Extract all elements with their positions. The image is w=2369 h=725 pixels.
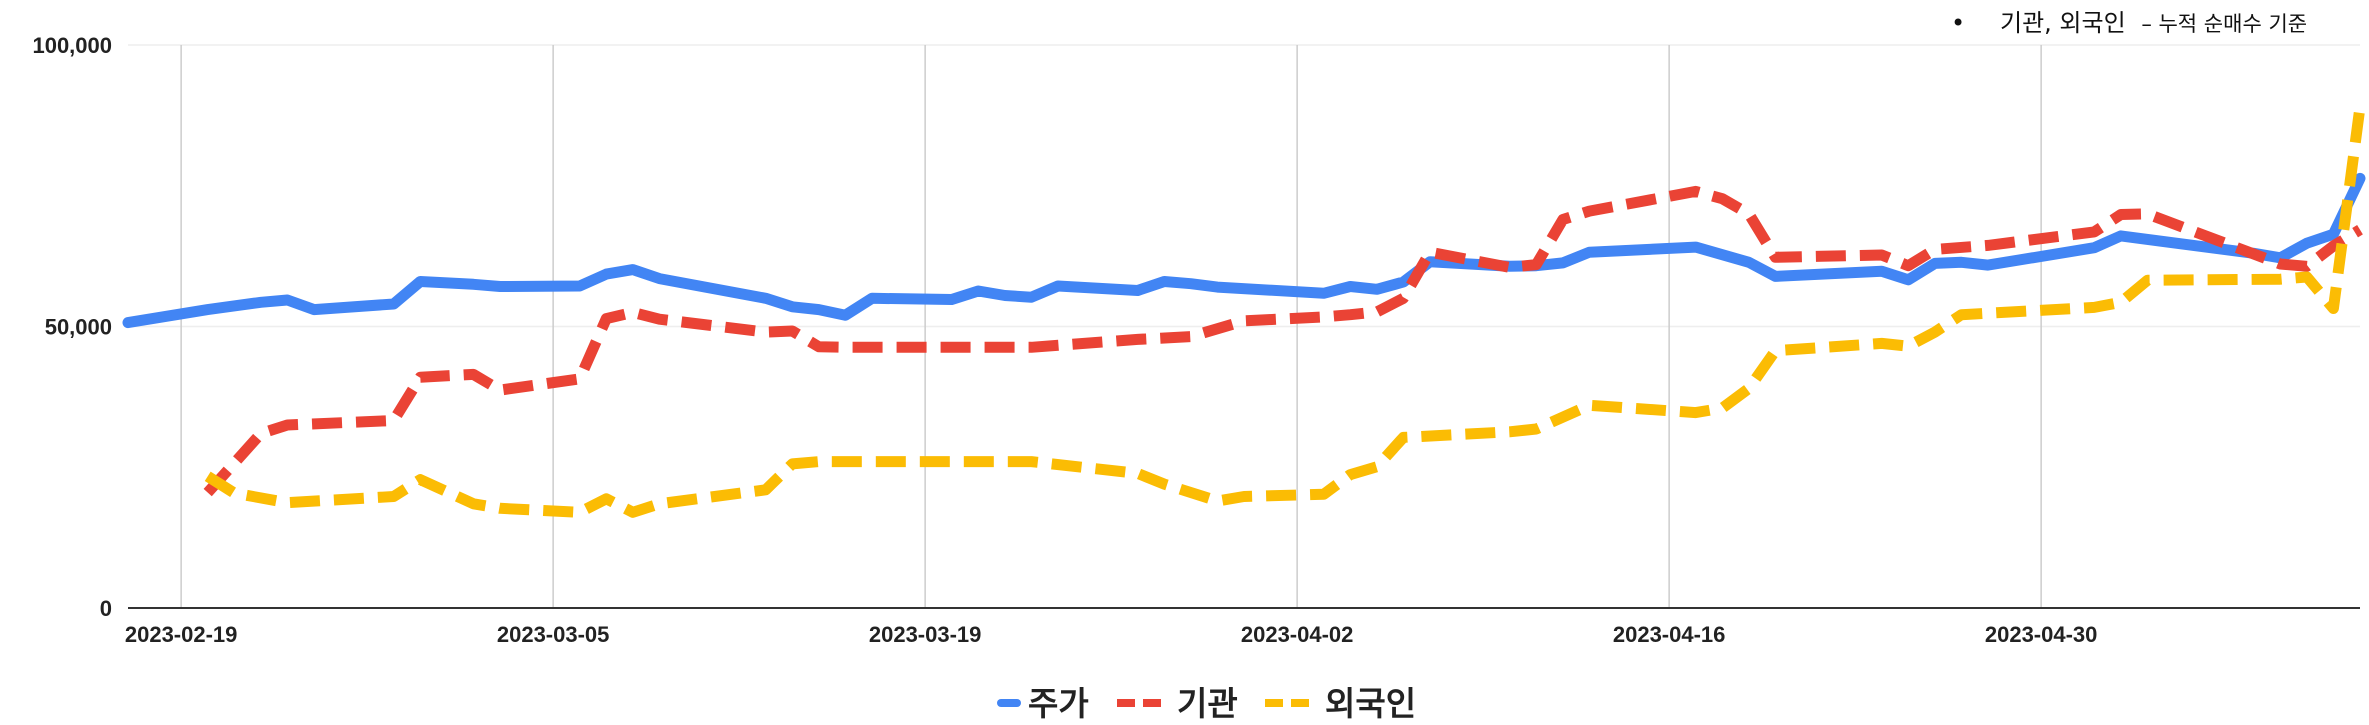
grid [128,44,2360,608]
x-tick-label: 2023-03-19 [869,622,982,647]
series-lines [122,106,2366,518]
series-line-3 [204,106,2366,518]
annotation: • 기관, 외국인 – 누적 순매수 기준 [1951,9,2307,37]
annotation-bullet: • [1951,9,1965,37]
axes: 0 50,000 100,000 2023-02-19 2023-03-05 2023-0… [32,33,2360,647]
legend-label: 외국인 [1325,684,1416,723]
legend-label: 주가 [1028,684,1089,723]
series-line-1 [122,172,2366,329]
y-tick-label: 100,000 [32,33,112,58]
x-tick-label: 2023-04-16 [1613,622,1726,647]
legend: 주가 기관 외국인 [997,684,1416,723]
series-line-2 [203,185,2363,497]
y-tick-label: 50,000 [45,315,112,340]
x-tick-label: 2023-03-05 [497,622,610,647]
x-tick-label: 2023-04-30 [1985,622,2098,647]
annotation-main: 기관, 외국인 [2000,9,2126,37]
y-tick-label: 0 [100,596,112,621]
annotation-sub: – 누적 순매수 기준 [2141,12,2307,36]
legend-label: 기관 [1177,684,1238,723]
x-tick-label: 2023-02-19 [125,622,238,647]
annotation-text: 기관, 외국인 – 누적 순매수 기준 [2000,9,2307,37]
x-tick-label: 2023-04-02 [1241,622,1354,647]
